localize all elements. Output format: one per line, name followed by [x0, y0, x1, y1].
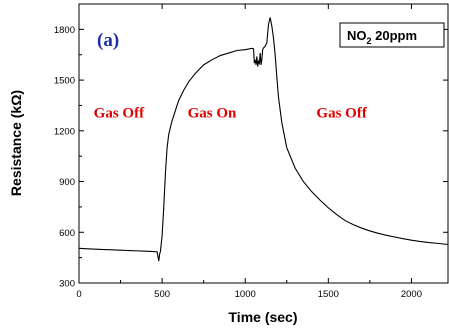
- y-tick-label: 1200: [54, 126, 75, 137]
- legend-frame: [339, 22, 445, 48]
- region-labels: Gas Off Gas On Gas Off: [94, 105, 368, 121]
- y-tick-label: 300: [59, 279, 75, 290]
- y-axis: 300 600 900 1200 1500 1800: [54, 25, 448, 290]
- y-axis-title: Resistance (kΩ): [8, 90, 24, 196]
- x-tick-label: 2000: [401, 289, 422, 300]
- legend-box: NO2 20ppm: [339, 22, 445, 48]
- x-tick-label: 1000: [235, 289, 256, 300]
- x-axis: 0 500 1000 1500 2000: [76, 4, 422, 300]
- region-label: Gas On: [188, 105, 237, 121]
- legend-subscript: 2: [367, 36, 372, 46]
- x-tick-label: 500: [154, 289, 170, 300]
- legend-text: NO2 20ppm: [347, 28, 417, 46]
- legend-prefix: NO: [347, 28, 367, 43]
- region-label: Gas Off: [94, 105, 145, 121]
- y-tick-label: 1800: [54, 25, 75, 36]
- y-tick-label: 1500: [54, 76, 75, 87]
- x-tick-label: 0: [76, 289, 81, 300]
- plot-area-frame: [78, 3, 449, 284]
- region-label: Gas Off: [316, 105, 367, 121]
- x-tick-label: 1500: [318, 289, 339, 300]
- y-tick-label: 600: [59, 228, 75, 239]
- legend-suffix: 20ppm: [372, 28, 418, 43]
- y-tick-label: 900: [59, 177, 75, 188]
- x-axis-title: Time (sec): [229, 309, 298, 325]
- panel-label: (a): [97, 30, 119, 51]
- series-line: [78, 17, 449, 262]
